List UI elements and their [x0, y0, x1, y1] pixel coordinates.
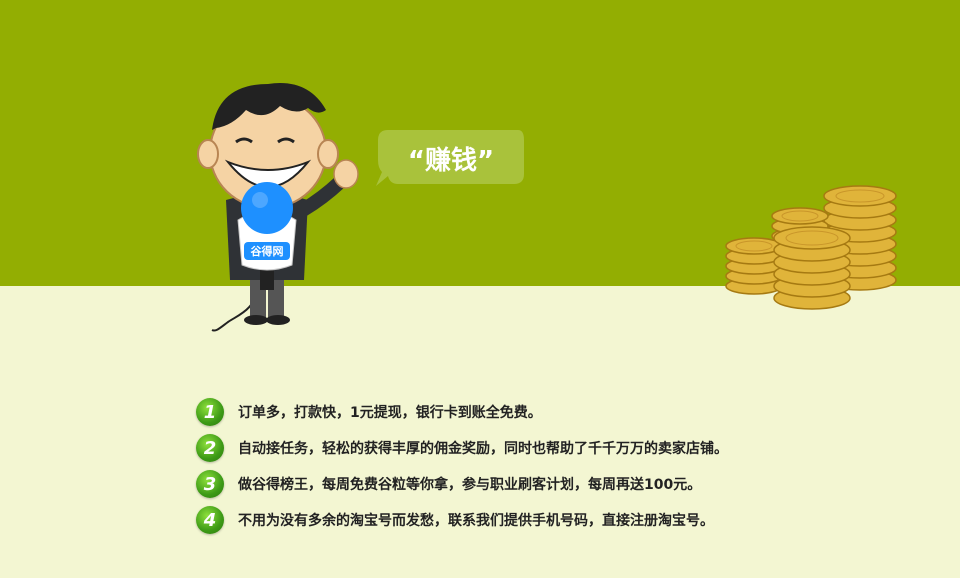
feature-item: 3 做谷得榜王，每周免费谷粒等你拿，参与职业刷客计划，每周再送100元。 — [196, 466, 916, 502]
feature-text: 做谷得榜王，每周免费谷粒等你拿，参与职业刷客计划，每周再送100元。 — [238, 477, 702, 493]
banner-bottom-background — [0, 286, 960, 578]
number-badge-icon: 3 — [196, 470, 224, 498]
speech-bubble-shape — [376, 130, 524, 186]
feature-item: 4 不用为没有多余的淘宝号而发愁，联系我们提供手机号码，直接注册淘宝号。 — [196, 502, 916, 538]
feature-text: 不用为没有多余的淘宝号而发愁，联系我们提供手机号码，直接注册淘宝号。 — [238, 513, 714, 529]
feature-text: 自动接任务，轻松的获得丰厚的佣金奖励，同时也帮助了千千万万的卖家店铺。 — [238, 441, 728, 457]
feature-item: 1 订单多，打款快，1元提现，银行卡到账全免费。 — [196, 394, 916, 430]
mascot-illustration: 谷得网 — [197, 83, 359, 332]
speech-bubble: “赚钱” — [376, 128, 526, 188]
speech-bubble-text: “赚钱” — [407, 145, 495, 176]
feature-list: 1 订单多，打款快，1元提现，银行卡到账全免费。 2 自动接任务，轻松的获得丰厚… — [196, 394, 916, 538]
microphone-logo: 谷得网 — [251, 244, 284, 258]
coin-stacks-illustration — [725, 185, 897, 310]
feature-item: 2 自动接任务，轻松的获得丰厚的佣金奖励，同时也帮助了千千万万的卖家店铺。 — [196, 430, 916, 466]
number-badge-icon: 4 — [196, 506, 224, 534]
feature-text: 订单多，打款快，1元提现，银行卡到账全免费。 — [238, 405, 542, 421]
number-badge-icon: 1 — [196, 398, 224, 426]
number-badge-icon: 2 — [196, 434, 224, 462]
